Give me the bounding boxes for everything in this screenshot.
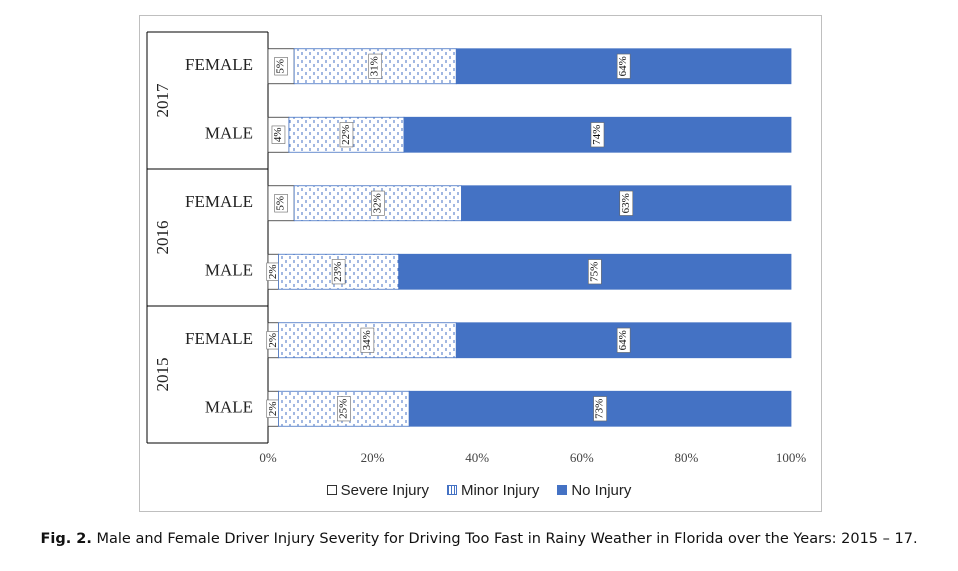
data-label-box bbox=[616, 53, 631, 79]
data-label-box bbox=[331, 259, 346, 285]
caption-label: Fig. 2. bbox=[40, 531, 92, 547]
data-label: 31% bbox=[369, 56, 381, 76]
data-label: 2% bbox=[267, 264, 279, 279]
legend-label-none: No Injury bbox=[571, 481, 632, 499]
data-label-box bbox=[274, 57, 288, 76]
data-label-box bbox=[368, 53, 383, 79]
data-label: 64% bbox=[617, 330, 629, 350]
data-label-box bbox=[360, 327, 375, 353]
data-label: 5% bbox=[275, 196, 287, 211]
x-tick-label: 80% bbox=[674, 450, 698, 465]
data-label: 75% bbox=[588, 262, 600, 282]
x-tick-label: 60% bbox=[570, 450, 594, 465]
legend-label-minor: Minor Injury bbox=[460, 481, 540, 499]
category-axis: 2017 2016 2015 FEMALE MALE FEMALE MALE FEMALE MA… bbox=[146, 31, 269, 444]
data-label: 64% bbox=[617, 56, 629, 76]
bars-layer: 5% 31% 64% 4% 22% 74% 5% 32% 63% 2% 23% 75% 2% 34% 64%… bbox=[266, 48, 792, 427]
figure-caption: Fig. 2. Male and Female Driver Injury Se… bbox=[0, 531, 958, 547]
category-label: MALE bbox=[205, 124, 253, 143]
x-axis: 0% 20% 40% 60% 80% 100% bbox=[259, 450, 806, 465]
x-tick-label: 40% bbox=[465, 450, 489, 465]
data-label: 73% bbox=[594, 399, 606, 419]
data-label: 4% bbox=[272, 127, 284, 142]
data-label-box bbox=[590, 122, 605, 148]
legend-item-severe: Severe Injury bbox=[326, 479, 429, 501]
category-label: MALE bbox=[205, 261, 253, 280]
data-label: 34% bbox=[361, 330, 373, 350]
legend-label-severe: Severe Injury bbox=[340, 481, 429, 499]
legend-swatch-severe bbox=[326, 485, 337, 495]
data-label: 2% bbox=[267, 401, 279, 416]
data-label: 74% bbox=[591, 125, 603, 145]
data-label: 2% bbox=[267, 333, 279, 348]
category-label: FEMALE bbox=[185, 329, 253, 348]
data-label-box bbox=[588, 259, 602, 285]
data-label: 32% bbox=[371, 193, 383, 213]
legend-swatch-none bbox=[557, 485, 568, 495]
caption-text: Male and Female Driver Injury Severity f… bbox=[96, 531, 918, 547]
data-label-box bbox=[337, 396, 351, 422]
x-tick-label: 20% bbox=[361, 450, 385, 465]
legend: Severe Injury Minor Injury No Injury bbox=[0, 479, 958, 501]
data-label-box bbox=[339, 122, 354, 148]
x-tick-label: 100% bbox=[776, 450, 807, 465]
category-label: FEMALE bbox=[185, 192, 253, 211]
category-label: FEMALE bbox=[185, 55, 253, 74]
legend-item-minor: Minor Injury bbox=[446, 479, 540, 501]
data-label: 63% bbox=[620, 193, 632, 213]
group-label: 2015 bbox=[153, 358, 172, 392]
data-label: 25% bbox=[337, 399, 349, 419]
data-label-box bbox=[593, 396, 607, 422]
group-label: 2017 bbox=[153, 83, 172, 118]
legend-item-none: No Injury bbox=[557, 479, 631, 501]
data-label-box bbox=[616, 327, 631, 353]
chart-frame bbox=[139, 15, 822, 512]
x-tick-label: 0% bbox=[259, 450, 277, 465]
category-label: MALE bbox=[205, 398, 253, 417]
data-label: 22% bbox=[340, 125, 352, 145]
group-label: 2016 bbox=[153, 221, 172, 255]
data-label: 23% bbox=[332, 262, 344, 282]
data-label-box bbox=[274, 194, 288, 213]
data-label-box bbox=[619, 190, 634, 216]
data-label-box bbox=[271, 125, 286, 144]
legend-swatch-minor bbox=[446, 485, 457, 495]
data-label-box bbox=[371, 190, 385, 216]
data-label: 5% bbox=[275, 59, 287, 74]
